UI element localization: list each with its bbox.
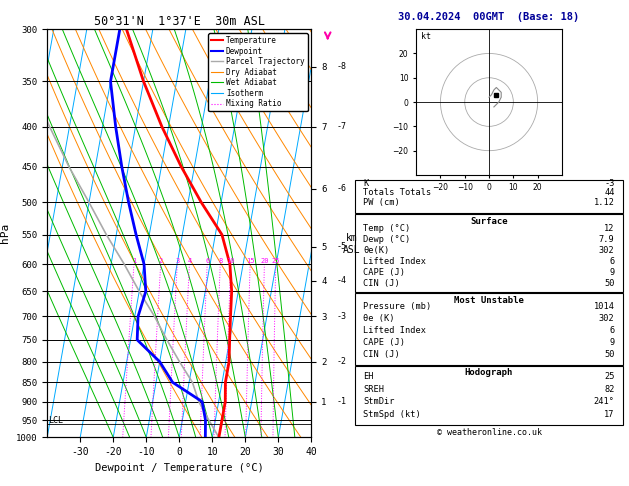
Text: Temp (°C): Temp (°C) (364, 224, 411, 233)
Text: 3: 3 (175, 258, 179, 264)
Text: SREH: SREH (364, 385, 384, 394)
Text: Totals Totals: Totals Totals (364, 189, 431, 197)
Text: 8: 8 (218, 258, 223, 264)
Text: Surface: Surface (470, 217, 508, 226)
Text: EH: EH (364, 372, 374, 381)
Text: 82: 82 (604, 385, 615, 394)
Text: 6: 6 (205, 258, 209, 264)
Text: 1: 1 (132, 258, 136, 264)
Text: -3: -3 (604, 179, 615, 188)
Text: Hodograph: Hodograph (465, 368, 513, 377)
Text: 20: 20 (260, 258, 269, 264)
Text: Lifted Index: Lifted Index (364, 326, 426, 335)
Text: 30.04.2024  00GMT  (Base: 18): 30.04.2024 00GMT (Base: 18) (398, 12, 580, 22)
Title: 50°31'N  1°37'E  30m ASL: 50°31'N 1°37'E 30m ASL (94, 15, 265, 28)
Text: Pressure (mb): Pressure (mb) (364, 301, 431, 311)
Text: 4: 4 (187, 258, 192, 264)
Text: K: K (364, 179, 369, 188)
Text: 9: 9 (610, 268, 615, 277)
Text: θe(K): θe(K) (364, 246, 389, 255)
Text: -4: -4 (336, 276, 346, 285)
Text: 44: 44 (604, 189, 615, 197)
Text: kt: kt (421, 32, 431, 41)
Text: Most Unstable: Most Unstable (454, 296, 524, 305)
Text: CAPE (J): CAPE (J) (364, 268, 406, 277)
Text: 9: 9 (610, 338, 615, 347)
Text: CIN (J): CIN (J) (364, 279, 400, 288)
Text: 25: 25 (272, 258, 280, 264)
Text: © weatheronline.co.uk: © weatheronline.co.uk (437, 428, 542, 437)
Text: PW (cm): PW (cm) (364, 198, 400, 207)
Text: LCL: LCL (48, 416, 63, 425)
Text: 50: 50 (604, 350, 615, 360)
Text: StmSpd (kt): StmSpd (kt) (364, 410, 421, 419)
Text: -1: -1 (336, 397, 346, 406)
Y-axis label: km
ASL: km ASL (343, 233, 360, 255)
Text: 15: 15 (246, 258, 254, 264)
Text: StmDir: StmDir (364, 398, 395, 406)
Text: CAPE (J): CAPE (J) (364, 338, 406, 347)
Text: -8: -8 (336, 62, 346, 71)
Text: CIN (J): CIN (J) (364, 350, 400, 360)
X-axis label: Dewpoint / Temperature (°C): Dewpoint / Temperature (°C) (95, 463, 264, 473)
Text: 50: 50 (604, 279, 615, 288)
Text: -3: -3 (336, 312, 346, 321)
Text: 2: 2 (159, 258, 163, 264)
Text: Dewp (°C): Dewp (°C) (364, 235, 411, 244)
Text: 1.12: 1.12 (594, 198, 615, 207)
Text: -2: -2 (336, 357, 346, 366)
Text: 25: 25 (604, 372, 615, 381)
Legend: Temperature, Dewpoint, Parcel Trajectory, Dry Adiabat, Wet Adiabat, Isotherm, Mi: Temperature, Dewpoint, Parcel Trajectory… (208, 33, 308, 111)
Text: 17: 17 (604, 410, 615, 419)
Text: 6: 6 (610, 326, 615, 335)
Text: 7.9: 7.9 (599, 235, 615, 244)
Text: Lifted Index: Lifted Index (364, 257, 426, 266)
Text: -6: -6 (336, 184, 346, 193)
Text: 12: 12 (604, 224, 615, 233)
Y-axis label: hPa: hPa (1, 223, 11, 243)
Text: -5: -5 (336, 243, 346, 251)
Text: 6: 6 (610, 257, 615, 266)
Text: 241°: 241° (594, 398, 615, 406)
Text: 302: 302 (599, 246, 615, 255)
Text: 10: 10 (226, 258, 235, 264)
Text: -7: -7 (336, 122, 346, 131)
Text: θe (K): θe (K) (364, 314, 395, 323)
Text: 302: 302 (599, 314, 615, 323)
Text: 1014: 1014 (594, 301, 615, 311)
